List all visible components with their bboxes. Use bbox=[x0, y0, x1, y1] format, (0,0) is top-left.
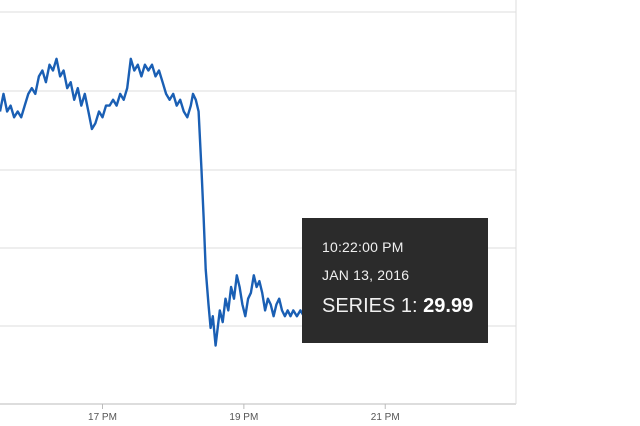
tooltip-date: JAN 13, 2016 bbox=[322, 267, 410, 283]
x-tick-label: 19 PM bbox=[229, 412, 258, 423]
data-tooltip: 10:22:00 PM JAN 13, 2016 SERIES 1: 29.99 bbox=[302, 218, 488, 343]
tooltip-value: 29.99 bbox=[423, 295, 474, 317]
x-tick-label: 21 PM bbox=[371, 412, 400, 423]
gridlines bbox=[0, 0, 517, 405]
x-tick-label: 17 PM bbox=[88, 412, 117, 423]
tooltip-series-row: SERIES 1: 29.99 bbox=[322, 295, 488, 317]
tooltip-time: 10:22:00 PM bbox=[322, 239, 404, 255]
tooltip-series-label: SERIES 1: bbox=[322, 295, 424, 317]
x-axis: 17 PM 19 PM 21 PM bbox=[88, 404, 400, 423]
